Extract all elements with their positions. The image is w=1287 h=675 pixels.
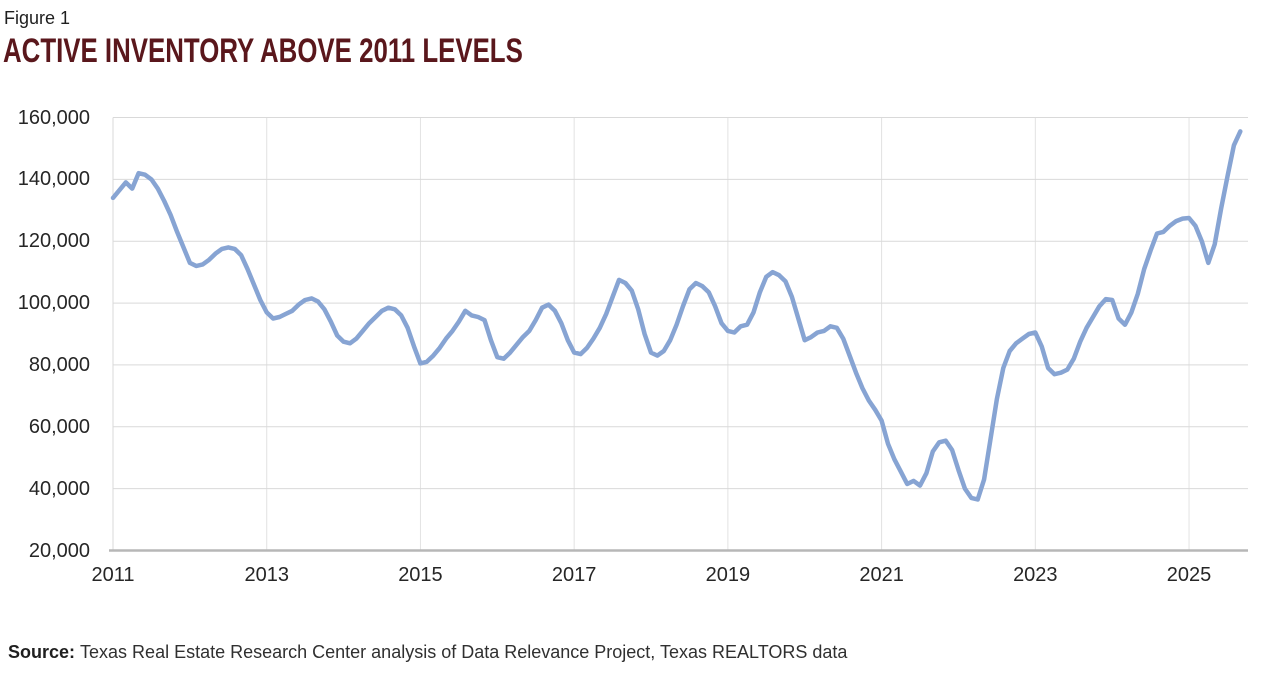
chart-title: ACTIVE INVENTORY ABOVE 2011 LEVELS bbox=[3, 32, 523, 70]
y-axis-tick-label: 100,000 bbox=[17, 292, 90, 315]
y-axis-tick-label: 140,000 bbox=[17, 168, 90, 191]
x-axis-tick-label: 2021 bbox=[859, 564, 904, 586]
figure-label: Figure 1 bbox=[4, 8, 71, 28]
y-axis-tick-label: 60,000 bbox=[28, 415, 90, 438]
y-axis-tick-label: 80,000 bbox=[28, 353, 90, 376]
x-axis-tick-label: 2023 bbox=[1013, 564, 1058, 586]
x-axis-tick-label: 2011 bbox=[91, 564, 135, 586]
x-axis-tick-label: 2019 bbox=[705, 564, 751, 586]
x-axis-tick-label: 2015 bbox=[398, 564, 443, 586]
y-axis-tick-label: 120,000 bbox=[17, 230, 90, 253]
source-note: Source: Texas Real Estate Research Center… bbox=[8, 642, 847, 663]
source-label: Source: bbox=[8, 642, 76, 662]
y-axis-tick-label: 160,000 bbox=[17, 106, 90, 129]
y-axis-tick-label: 40,000 bbox=[28, 477, 90, 500]
x-axis-tick-label: 2025 bbox=[1166, 564, 1212, 586]
source-text: Texas Real Estate Research Center analys… bbox=[80, 642, 848, 662]
x-axis-tick-label: 2017 bbox=[551, 564, 597, 586]
y-axis-tick-label: 20,000 bbox=[28, 539, 90, 562]
x-axis-tick-label: 2013 bbox=[244, 564, 289, 586]
inventory-series-line bbox=[110, 129, 1243, 502]
